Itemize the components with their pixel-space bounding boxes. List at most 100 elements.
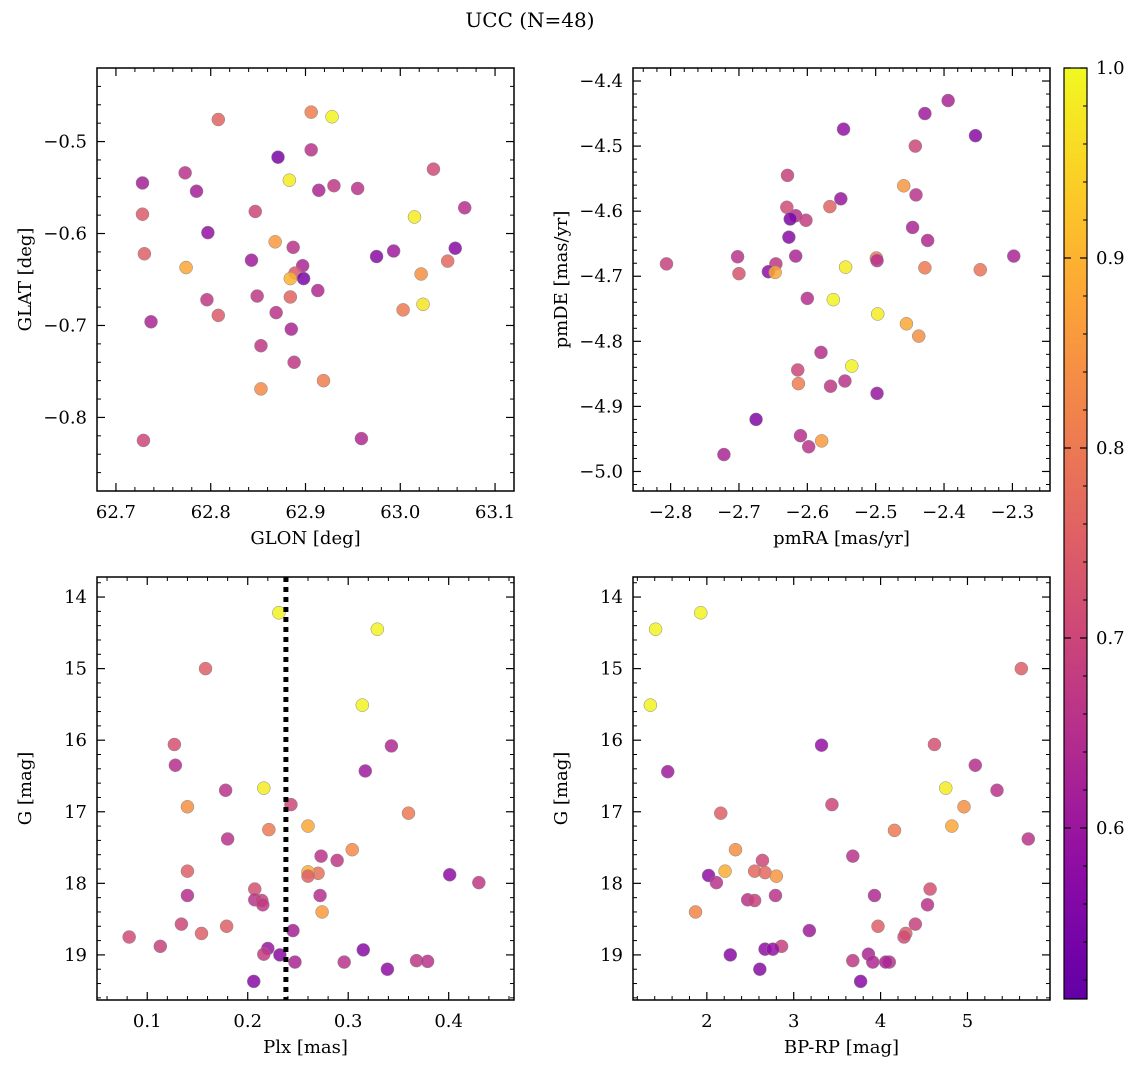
scatter-point	[316, 373, 331, 388]
scatter-point	[939, 781, 953, 795]
scatter-point	[870, 307, 885, 321]
scatter-point	[957, 800, 971, 814]
scatter-point	[911, 329, 926, 343]
x-tick-label: 5	[962, 1011, 973, 1032]
scatter-point	[283, 290, 298, 304]
scatter-point	[256, 898, 270, 912]
scatter-point	[137, 247, 152, 261]
x-tick-label: 62.9	[285, 502, 325, 523]
scatter-point	[766, 942, 780, 956]
colorbar-tick-label: 1.0	[1096, 58, 1125, 79]
scatter-point	[923, 882, 937, 896]
scatter-point	[396, 303, 410, 317]
scatter-point	[282, 173, 297, 187]
panel-pmra-pmde: −2.8 −2.7 −2.6 −2.5 −2.4 −2.3 −4.4 −4.5 −4.6 −4.7…	[551, 67, 1051, 549]
scatter-point	[747, 893, 762, 908]
scatter-point	[896, 179, 911, 193]
scatter-point	[369, 249, 384, 264]
scatter-point	[694, 606, 708, 620]
scatter-point	[380, 962, 395, 976]
scatter-point	[254, 338, 268, 353]
scatter-point	[688, 905, 703, 919]
scatter-point	[268, 235, 282, 249]
scatter-point	[194, 926, 209, 941]
y-tick-label: −0.8	[43, 407, 87, 428]
scatter-point	[420, 954, 435, 969]
scatter-point	[312, 183, 326, 198]
scatter-point	[814, 738, 829, 752]
x-tick-label: −2.7	[717, 502, 761, 523]
scatter-point	[899, 317, 914, 331]
scatter-points	[643, 606, 1036, 989]
scatter-point	[401, 806, 416, 820]
scatter-point	[330, 853, 344, 868]
scatter-point	[211, 308, 226, 323]
scatter-point	[920, 233, 935, 248]
scatter-point	[313, 888, 327, 903]
scatter-point	[457, 201, 472, 215]
scatter-point	[144, 315, 158, 329]
scatter-point	[442, 867, 457, 882]
scatter-point	[793, 428, 808, 443]
scatter-points	[122, 606, 486, 989]
x-tick-label: 0.4	[434, 1011, 463, 1032]
scatter-point	[358, 764, 373, 778]
scatter-point	[345, 842, 359, 857]
scatter-point	[879, 955, 893, 969]
scatter-point	[755, 853, 770, 868]
y-tick-label: 17	[600, 802, 623, 823]
y-tick-label: −4.9	[579, 396, 623, 417]
scatter-point	[799, 213, 813, 228]
scatter-point	[167, 737, 182, 752]
y-tick-label: −0.6	[43, 224, 87, 245]
y-axis-label: pmDE [mas/yr]	[551, 211, 572, 349]
scatter-point	[780, 168, 795, 183]
scatter-point	[790, 363, 805, 377]
scatter-point	[826, 292, 841, 307]
y-tick-label: −0.5	[43, 132, 87, 153]
colorbar-tick-label: 0.9	[1096, 248, 1125, 269]
scatter-point	[220, 832, 235, 846]
scatter-point	[709, 875, 724, 890]
y-tick-label: 19	[64, 945, 87, 966]
scatter-point	[825, 797, 839, 812]
scatter-point	[768, 265, 782, 280]
scatter-point	[866, 955, 880, 969]
scatter-point	[768, 888, 783, 903]
x-tick-label: −2.6	[785, 502, 829, 523]
scatter-point	[782, 230, 796, 244]
scatter-point	[304, 105, 318, 119]
y-tick-label: 19	[600, 945, 623, 966]
scatter-point	[356, 943, 371, 957]
scatter-point	[823, 379, 838, 393]
y-tick-label: −5.0	[579, 461, 623, 482]
scatter-point	[288, 955, 302, 969]
scatter-point	[168, 758, 183, 772]
scatter-point	[814, 345, 828, 360]
scatter-point	[870, 386, 884, 401]
scatter-point	[440, 254, 455, 268]
scatter-point	[304, 143, 318, 157]
scatter-point	[941, 93, 955, 108]
scatter-point	[730, 249, 745, 264]
panel-glon-glat: 62.7 62.8 62.9 63.0 63.1 −0.5 −0.6 −0.7 −0.8 GLON…	[15, 67, 515, 549]
scatter-point	[262, 822, 276, 837]
x-tick-label: 62.7	[96, 502, 136, 523]
y-tick-label: 16	[64, 730, 87, 751]
scatter-point	[180, 864, 195, 878]
colorbar-tick-label: 0.6	[1096, 818, 1125, 839]
scatter-point	[174, 917, 189, 931]
x-axis-label: pmRA [mas/yr]	[773, 528, 910, 549]
y-tick-label: 17	[64, 802, 87, 823]
scatter-point	[283, 271, 298, 286]
scatter-point	[180, 800, 195, 814]
scatter-point	[284, 322, 299, 336]
scatter-point	[802, 923, 817, 938]
scatter-point	[211, 112, 226, 127]
scatter-point	[838, 260, 853, 274]
scatter-point	[311, 283, 325, 298]
scatter-point	[887, 823, 902, 838]
scatter-point	[370, 622, 385, 636]
scatter-point	[219, 919, 234, 934]
